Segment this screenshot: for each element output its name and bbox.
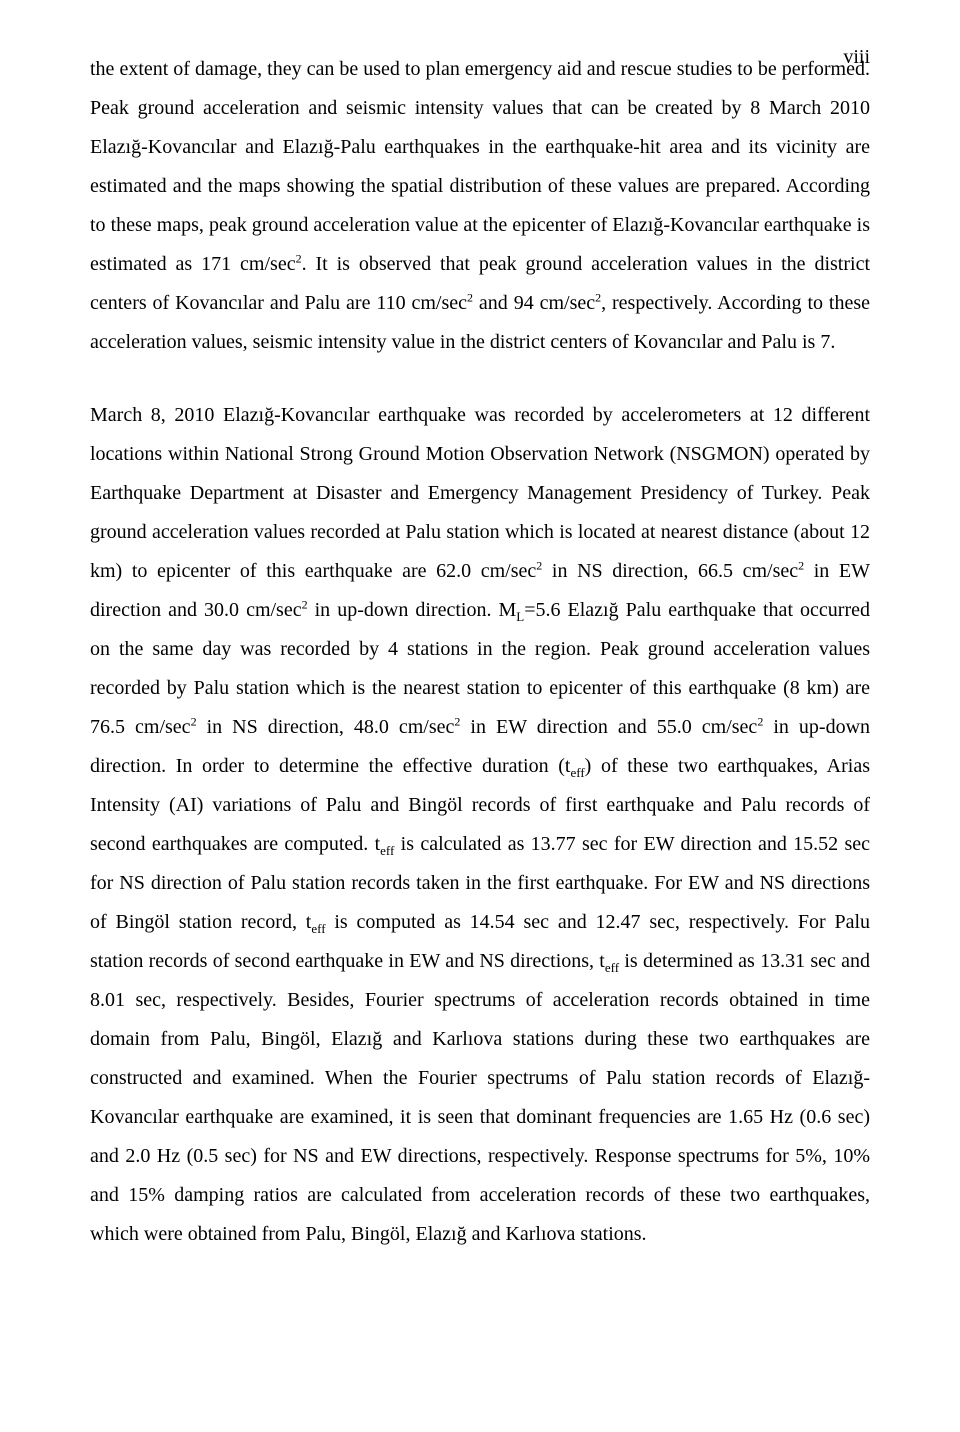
page-container: viii the extent of damage, they can be u… [0, 0, 960, 1432]
subscript: eff [570, 765, 584, 780]
text: in NS direction, 66.5 cm/sec [542, 560, 798, 582]
page-number: viii [843, 46, 870, 69]
text: and 94 cm/sec [473, 292, 595, 314]
subscript: eff [380, 843, 394, 858]
text: in up-down direction. M [308, 599, 517, 621]
text: in NS direction, 48.0 cm/sec [197, 716, 455, 738]
text: is determined as 13.31 sec and 8.01 sec,… [90, 950, 870, 1245]
text: in EW direction and 55.0 cm/sec [460, 716, 757, 738]
paragraph-1: the extent of damage, they can be used t… [90, 50, 870, 362]
text: the extent of damage, they can be used t… [90, 58, 870, 275]
subscript: eff [605, 960, 619, 975]
subscript: eff [311, 921, 325, 936]
text: March 8, 2010 Elazığ-Kovancılar earthqua… [90, 404, 870, 582]
paragraph-2: March 8, 2010 Elazığ-Kovancılar earthqua… [90, 396, 870, 1254]
